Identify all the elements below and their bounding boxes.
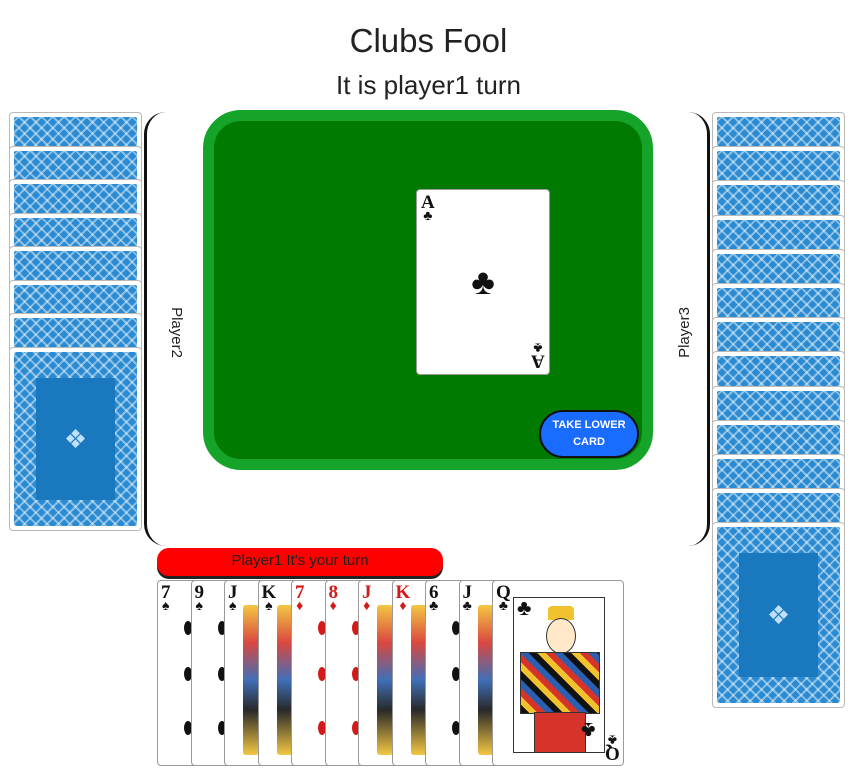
opponent-card-back [712,385,845,426]
turn-status: It is player1 turn [336,70,521,100]
court-art [410,605,427,755]
game-title: Clubs Fool [349,22,508,59]
suit-pip [318,721,326,735]
suit-pip [351,667,360,681]
opponent-card-back: ❖ [712,522,845,709]
turn-banner: Player1 It's your turn [157,548,443,576]
card-corner: 7 ♠ [161,582,171,615]
suit-pip [184,721,192,735]
club-icon: ♣ [517,595,532,620]
hand-card[interactable]: Q ♣ ♣ ♣ Q ♣ [492,580,624,766]
opponent-card-back [712,419,845,460]
player2-area-bracket [144,112,184,546]
player3-label: Player3 [675,306,693,358]
suit-pip [318,621,326,635]
suit-pip [351,721,360,735]
card-corner: J ♠ [228,582,238,615]
opponent-card-back [9,145,142,186]
card-corner: 8 ♦ [328,582,339,615]
opponent-card-back [9,246,142,286]
court-art [243,605,259,755]
pile-top-card: A ♣ ♣ A ♣ [416,189,550,375]
opponent-card-back: ❖ [9,346,142,531]
card-corner: Q ♣ [605,731,620,764]
suit-pip [184,667,192,681]
opponent-card-back [712,112,845,152]
card-corner: 9 ♠ [194,582,205,615]
opponent-card-back [9,313,142,353]
opponent-card-back [712,351,845,392]
opponent-card-back [9,112,142,152]
opponent-card-back [712,214,845,255]
suit-pip [452,667,460,681]
suit-pip [452,721,460,735]
card-corner: 6 ♣ [429,582,439,615]
club-icon: ♣ [580,718,595,743]
card-corner: J ♣ [462,582,473,615]
card-corner: K ♠ [261,582,277,615]
opponent-card-back [712,283,845,323]
suit-pip [217,721,226,735]
opponent-card-back [712,317,845,358]
card-corner: J ♦ [362,582,372,615]
suit-pip [351,621,360,635]
take-lower-card-button[interactable]: TAKE LOWER CARD [539,410,639,458]
card-corner: 7 ♦ [295,582,305,615]
player2-label: Player2 [167,306,185,358]
ornament-icon: ❖ [766,600,791,631]
player3-area-bracket [670,112,710,546]
suit-pip [318,667,326,681]
suit-pip [184,621,192,635]
card-corner: K ♦ [395,582,411,615]
ornament-icon: ❖ [63,423,88,454]
pile-card-corner-bottom: A ♣ [531,339,545,372]
club-icon: ♣ [471,261,495,302]
opponent-card-back [9,279,142,320]
suit-pip [217,667,226,681]
court-art [477,605,494,755]
opponent-card-back [712,454,845,494]
suit-pip [217,621,226,635]
opponent-card-back [9,212,142,253]
suit-pip [452,621,460,635]
queen-art [513,597,605,753]
court-art [377,605,393,755]
card-corner: Q ♣ [496,582,511,615]
opponent-card-back [712,180,845,221]
opponent-card-back [712,146,845,187]
pile-card-corner-top: A ♣ [421,192,435,225]
court-art [276,605,293,755]
